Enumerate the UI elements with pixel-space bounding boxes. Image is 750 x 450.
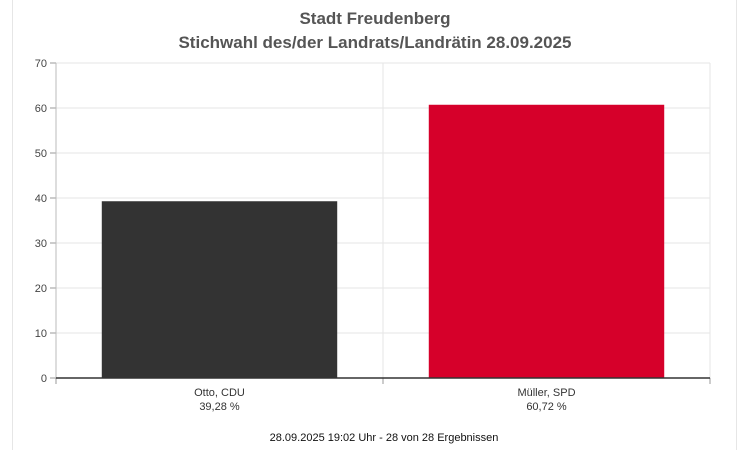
- y-tick-label: 50: [35, 148, 47, 160]
- value-label: 60,72 %: [526, 401, 567, 413]
- category-label: Müller, SPD: [517, 387, 575, 399]
- bar-0: [101, 201, 338, 378]
- chart-footer: 28.09.2025 19:02 Uhr - 28 von 28 Ergebni…: [270, 432, 499, 444]
- chart-frame: [12, 0, 737, 450]
- bars: [101, 104, 665, 378]
- y-tick-label: 30: [35, 238, 47, 250]
- y-tick-label: 20: [35, 283, 47, 295]
- y-tick-label: 60: [35, 103, 47, 115]
- value-label: 39,28 %: [199, 401, 240, 413]
- x-axis: Otto, CDU 39,28 % Müller, SPD 60,72 %: [55, 377, 711, 413]
- y-tick-label: 70: [35, 58, 47, 70]
- category-label: Otto, CDU: [194, 387, 245, 399]
- y-tick-label: 0: [41, 373, 47, 385]
- chart-title: Stadt Freudenberg: [299, 9, 450, 28]
- y-tick-label: 10: [35, 328, 47, 340]
- y-tick-label: 40: [35, 193, 47, 205]
- y-axis: 0 10 20 30 40 50 60 70: [35, 58, 57, 385]
- chart-subtitle: Stichwahl des/der Landrats/Landrätin 28.…: [178, 33, 571, 52]
- bar-1: [428, 104, 665, 378]
